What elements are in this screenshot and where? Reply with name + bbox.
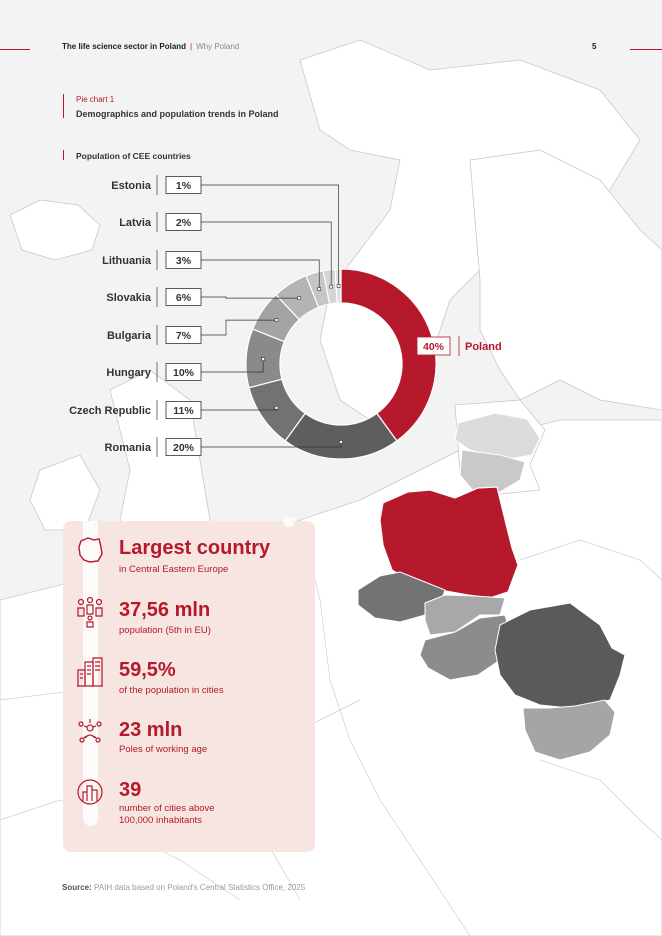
- leader-line-latvia: [201, 221, 332, 287]
- value-romania: 20%: [173, 442, 195, 454]
- value-hungary: 10%: [173, 367, 195, 379]
- header-separator: |: [190, 42, 193, 51]
- stat-big-cities: 39: [119, 779, 142, 801]
- header-title: The life science sector in Poland | Why Po…: [62, 42, 239, 51]
- value-box-hungary: [165, 363, 202, 381]
- label-slovakia: Slovakia: [106, 292, 152, 304]
- leader-line-bulgaria: [201, 319, 277, 336]
- label-poland: Poland: [465, 341, 502, 353]
- leader-line-lithuania: [201, 259, 320, 290]
- stat-working-age-desc: Poles of working age: [119, 744, 208, 755]
- leader-line-hungary: [201, 359, 264, 373]
- value-box-estonia: [165, 176, 202, 194]
- subsection-accent-bar: [63, 150, 64, 160]
- value-slovakia: 6%: [176, 292, 192, 304]
- value-lithuania: 3%: [176, 255, 192, 267]
- city-circle-icon: [77, 779, 103, 805]
- header-rule-right: [630, 49, 662, 50]
- value-czech-republic: 11%: [173, 405, 194, 417]
- lithuania-shape: [459, 449, 526, 494]
- value-bulgaria: 7%: [176, 330, 192, 342]
- city-buildings-icon: [77, 657, 103, 687]
- subsection-title: Population of CEE countries: [76, 151, 191, 161]
- value-box-latvia: [165, 213, 202, 231]
- leader-dot-bulgaria: [274, 318, 279, 322]
- chart-title: Demographics and population trends in Po…: [76, 109, 279, 119]
- label-bulgaria: Bulgaria: [107, 330, 152, 342]
- leader-line-estonia: [201, 184, 339, 287]
- poland-map-icon: [78, 537, 103, 563]
- stat-urban-population: 59,5%: [119, 659, 176, 681]
- iceland-shape: [9, 199, 101, 261]
- stat-population-desc: population (5th in EU): [119, 625, 211, 636]
- label-romania: Romania: [105, 442, 152, 454]
- source-note: Source: PAIH data based on Poland's Cent…: [62, 883, 305, 892]
- chart-label: Pie chart 1: [76, 95, 115, 104]
- value-box-poland: [416, 336, 451, 356]
- value-box-bulgaria: [165, 326, 202, 344]
- caption-accent-bar: [63, 94, 64, 118]
- label-estonia: Estonia: [111, 180, 152, 192]
- label-latvia: Latvia: [119, 217, 152, 229]
- label-lithuania: Lithuania: [102, 255, 152, 267]
- stat-big-cities-desc-1: number of cities above: [119, 803, 215, 814]
- working-people-icon: [78, 719, 102, 743]
- value-latvia: 2%: [176, 217, 192, 229]
- leader-dot-slovakia: [297, 296, 302, 300]
- finland-shape: [469, 149, 662, 411]
- leader-dot-estonia: [336, 284, 341, 288]
- romania-shape: [494, 602, 626, 709]
- value-box-romania: [165, 438, 202, 456]
- card-notch: [283, 517, 295, 527]
- value-estonia: 1%: [176, 180, 192, 192]
- people-icon: [77, 596, 103, 628]
- latvia-estonia-shape: [454, 412, 541, 461]
- stat-working-age: 23 mln: [119, 719, 183, 741]
- label-czech-republic: Czech Republic: [69, 405, 151, 417]
- value-box-lithuania: [165, 251, 202, 269]
- document-title: The life science sector in Poland: [62, 42, 187, 51]
- value-box-slovakia: [165, 288, 202, 306]
- bulgaria-shape: [522, 699, 616, 761]
- key-facts-card: [63, 521, 315, 852]
- page-number: 5: [592, 42, 597, 51]
- stat-largest-country-desc: in Central Eastern Europe: [119, 564, 229, 575]
- stat-largest-country: Largest country: [119, 537, 271, 559]
- header-rule-left: [0, 49, 30, 50]
- leader-dot-czech-republic: [274, 406, 279, 410]
- slovakia-shape: [424, 594, 506, 636]
- leader-dot-romania: [339, 440, 343, 444]
- stat-big-cities-desc-2: 100,000 inhabitants: [119, 815, 202, 826]
- label-hungary: Hungary: [106, 367, 152, 379]
- value-box-czech-republic: [165, 401, 202, 419]
- leader-dot-latvia: [329, 284, 334, 289]
- slice-romania: [284, 412, 398, 460]
- poland-shape: [379, 486, 519, 599]
- leader-line-slovakia: [201, 296, 300, 299]
- leader-dot-hungary: [261, 357, 265, 361]
- slice-poland: [340, 268, 437, 442]
- value-poland: 40%: [423, 341, 445, 353]
- source-label: Source:: [62, 883, 92, 892]
- stat-population: 37,56 mln: [119, 599, 211, 621]
- stat-urban-population-desc: of the population in cities: [119, 685, 224, 696]
- source-text: PAIH data based on Poland's Central Stat…: [94, 883, 306, 892]
- leader-dot-lithuania: [317, 287, 322, 291]
- section-name: Why Poland: [196, 42, 240, 51]
